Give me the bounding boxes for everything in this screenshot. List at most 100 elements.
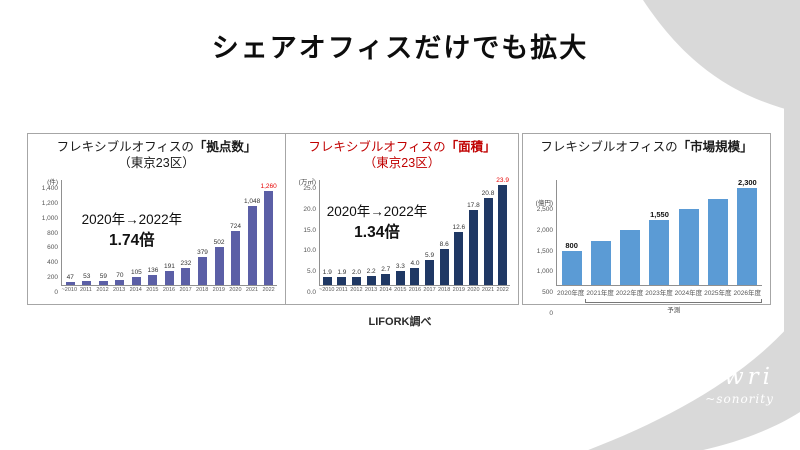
x-tick-label: 2011 <box>80 287 92 293</box>
bar-column: 70 <box>112 272 129 285</box>
annotation-period: 2020年→2022年 <box>326 203 428 219</box>
plot-column: 800 1,550 2,300 2020年度 2021年度 2022年度 2023年度 20… <box>556 178 762 314</box>
x-tick-label: 2012 <box>350 287 363 293</box>
chart-subtitle: （東京23区） <box>363 156 441 171</box>
chart-title-prefix: フレキシブルオフィスの <box>56 140 194 154</box>
bar <box>425 260 435 285</box>
bar-column: 1,260 <box>260 182 277 285</box>
y-tick-label: 1,400 <box>41 185 58 192</box>
x-tick-label: 2021年度 <box>586 290 614 297</box>
bar-value-label: 1.9 <box>322 269 332 276</box>
bar <box>561 251 582 285</box>
chart-title: フレキシブルオフィスの「市場規模」 <box>523 134 770 155</box>
bar-column: 1,550 <box>645 210 674 285</box>
bar-value-label: 59 <box>99 272 107 280</box>
bar <box>198 256 208 285</box>
x-tick-label: 2011 <box>335 287 348 293</box>
bar-column <box>586 240 615 285</box>
x-tick-label: 2016 <box>408 287 422 293</box>
bar-column <box>616 229 645 285</box>
bar-column: 17.8 <box>466 202 481 285</box>
bar <box>737 188 758 285</box>
bars: 47 53 59 70 105 136 191 232 379 502 724 1,048 1,260 <box>62 180 277 285</box>
bar-column: 2.0 <box>349 269 364 285</box>
bar <box>352 276 362 285</box>
x-tick-label: 2022年度 <box>615 290 644 297</box>
bar-column: 23.9 <box>495 177 510 285</box>
chart-title-prefix: フレキシブルオフィスの <box>540 140 678 154</box>
y-tick-label: 0.0 <box>306 288 316 296</box>
x-tick-label: 2026年度 <box>733 290 761 297</box>
chart-title-emphasis: 「面積」 <box>445 140 496 154</box>
bar-column: 8.6 <box>437 241 452 285</box>
bar-column: 4.0 <box>408 260 423 285</box>
bar-column: 232 <box>178 260 195 285</box>
bar-column: 800 <box>557 241 586 285</box>
bar <box>98 280 108 285</box>
bar-value-label: 105 <box>130 269 142 277</box>
bar-value-label: 2.2 <box>366 267 376 275</box>
plot: 1.9 1.9 2.0 2.2 2.7 3.3 4.0 5.9 8.6 12.6 17.8 20.8 2… <box>319 177 510 286</box>
bar-value-label: 23.9 <box>496 176 509 184</box>
bar-column: 12.6 <box>451 224 466 285</box>
bar-value-label: 3.3 <box>395 263 405 271</box>
bar-value-label: 1,260 <box>260 182 277 190</box>
x-tick-label: 2025年度 <box>704 290 732 297</box>
bar-column: 1,048 <box>244 198 261 285</box>
bar-column <box>674 208 703 285</box>
right-edge-strip <box>784 96 800 342</box>
x-tick-label: 2015 <box>146 287 159 293</box>
plot-area: (万㎡) 25.0 20.0 15.0 10.0 5.0 0.0 1.9 1.9 2.0 2.2… <box>289 177 510 296</box>
x-tick-label: 2016 <box>162 287 176 293</box>
x-tick-label: 2018 <box>196 287 209 293</box>
y-axis: (億円) 2,500 2,000 1,500 1,000 500 0 <box>526 200 556 317</box>
forecast-label: 予測 <box>667 307 681 314</box>
bars: 1.9 1.9 2.0 2.2 2.7 3.3 4.0 5.9 8.6 12.6 17.8 20.8 2… <box>320 177 510 285</box>
y-tick-label: 400 <box>47 259 58 267</box>
bar <box>483 197 493 285</box>
y-axis-unit: (万㎡) <box>298 179 316 186</box>
bar-column: 59 <box>95 273 112 285</box>
y-axis: (万㎡) 25.0 20.0 15.0 10.0 5.0 0.0 <box>289 179 319 296</box>
bar-value-label: 20.8 <box>481 189 495 197</box>
growth-annotation: 2020年→2022年 1.74倍 <box>64 208 199 250</box>
plot: 800 1,550 2,300 <box>556 178 762 286</box>
bar <box>164 270 174 285</box>
bar-value-label: 2,300 <box>737 178 757 188</box>
x-tick-label: 2018 <box>438 287 451 293</box>
bar <box>498 184 508 285</box>
chart-title-prefix: フレキシブルオフィスの <box>308 140 446 154</box>
bar-column: 1.9 <box>320 269 335 285</box>
bar-value-label: 1.9 <box>337 269 347 276</box>
bar <box>337 277 347 285</box>
growth-annotation: 2020年→2022年 1.34倍 <box>320 200 434 242</box>
bar-value-label: 2.0 <box>352 268 362 276</box>
annotation-period: 2020年→2022年 <box>81 212 183 228</box>
bar <box>395 271 405 285</box>
chart-title-emphasis: 「市場規模」 <box>677 140 753 154</box>
plot-area: (億円) 2,500 2,000 1,500 1,000 500 0 800 1,550 2,… <box>526 178 762 317</box>
bar-value-label: 17.8 <box>467 202 480 210</box>
charts-row: フレキシブルオフィスの「拠点数」 （東京23区） (件) 1,400 1,200 1… <box>27 133 771 317</box>
bar-column: 191 <box>161 263 178 285</box>
x-tick-label: 2022 <box>262 287 275 293</box>
x-tick-label: 2014 <box>129 287 142 293</box>
chart-title: フレキシブルオフィスの「拠点数」 （東京23区） <box>28 134 285 172</box>
y-tick-label: 2,000 <box>536 226 553 234</box>
bar-column: 2,300 <box>733 178 762 285</box>
bar-column: 2.7 <box>378 266 393 285</box>
bar <box>148 274 158 285</box>
y-tick-label: 15.0 <box>303 226 316 234</box>
x-tick-label: 2013 <box>113 287 126 293</box>
bar-value-label: 232 <box>180 259 192 267</box>
annotation-multiplier: 1.34倍 <box>354 223 400 241</box>
bar <box>439 248 449 285</box>
y-axis-unit: (件) <box>47 179 58 186</box>
x-axis-labels: ~2010 2011 2012 2013 2014 2015 2016 2017 2018 201… <box>61 287 277 293</box>
bar-column: 3.3 <box>393 263 408 285</box>
plot-column: 1.9 1.9 2.0 2.2 2.7 3.3 4.0 5.9 8.6 12.6 17.8 20.8 2… <box>319 177 510 293</box>
bar-value-label: 800 <box>565 241 578 251</box>
bar <box>454 232 464 285</box>
bar-value-label: 1,048 <box>243 198 261 206</box>
